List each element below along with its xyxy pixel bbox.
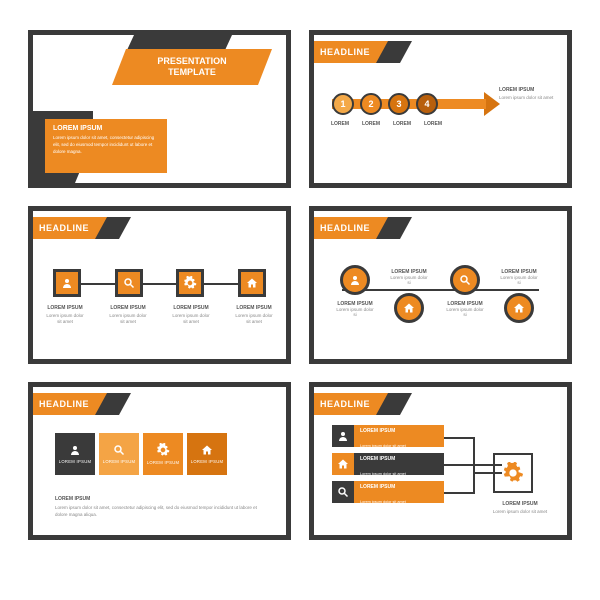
- steps-labels: LOREM LOREM LOREM LOREM: [328, 121, 445, 129]
- square-label: LOREM IPSUMLorem ipsum dolor sit amet: [171, 305, 211, 326]
- home-icon: [246, 277, 258, 289]
- tile-label: LOREM IPSUM: [147, 460, 180, 465]
- timeline-square: [176, 269, 204, 297]
- square-label: LOREM IPSUMLorem ipsum dolor sit amet: [234, 305, 274, 326]
- circle-label: LOREM IPSUMLorem ipsum dolor si: [445, 301, 485, 317]
- icon-tile: LOREM IPSUM: [143, 433, 183, 475]
- info-row: LOREM IPSUMLorem ipsum dolor sit amet: [332, 453, 444, 475]
- slide-icon-tiles: HEADLINE LOREM IPSUMLOREM IPSUMLOREM IPS…: [28, 382, 291, 540]
- step-circle: 2: [360, 93, 382, 115]
- step-circle: 4: [416, 93, 438, 115]
- timeline-circle: [340, 265, 370, 295]
- squares-labels: LOREM IPSUMLorem ipsum dolor sit amet LOR…: [45, 305, 274, 326]
- step-label: LOREM: [390, 121, 414, 129]
- slide-square-timeline: HEADLINE LOREM IPSUMLorem ipsum dolor si…: [28, 206, 291, 364]
- arrow-caption: LOREM IPSUMLorem ipsum dolor sit amet: [499, 87, 555, 101]
- icon-tile: LOREM IPSUM: [187, 433, 227, 475]
- tiles-caption: LOREM IPSUMLorem ipsum dolor sit amet, c…: [55, 487, 264, 519]
- info-bar: LOREM IPSUMLorem ipsum dolor sit amet: [354, 453, 444, 475]
- circles-wrap: LOREM IPSUMLorem ipsum dolor si LOREM IPS…: [332, 255, 549, 335]
- headline-text: HEADLINE: [320, 47, 370, 57]
- search-icon: [123, 277, 135, 289]
- info-row: LOREM IPSUMLorem ipsum dolor sit amet: [332, 425, 444, 447]
- circle-label: LOREM IPSUMLorem ipsum dolor si: [389, 269, 429, 285]
- search-icon: [113, 444, 125, 456]
- user-icon: [332, 425, 354, 447]
- headline-ribbon: HEADLINE: [310, 41, 388, 63]
- gear-caption: LOREM IPSUMLorem ipsum dolor sit amet: [485, 501, 555, 515]
- info-bar: LOREM IPSUMLorem ipsum dolor sit amet: [354, 425, 444, 447]
- info-bar: LOREM IPSUMLorem ipsum dolor sit amet: [354, 481, 444, 503]
- timeline-square: [238, 269, 266, 297]
- headline-text: HEADLINE: [320, 399, 370, 409]
- step-label: LOREM: [359, 121, 383, 129]
- tile-label: LOREM IPSUM: [103, 459, 136, 464]
- gear-icon: [502, 462, 524, 484]
- rows-left: LOREM IPSUMLorem ipsum dolor sit amet LOR…: [332, 425, 444, 503]
- title-line2: TEMPLATE: [168, 67, 216, 77]
- step-circle: 1: [332, 93, 354, 115]
- intro-box-title: LOREM IPSUM: [53, 125, 159, 132]
- search-icon: [459, 274, 471, 286]
- headline-ribbon: HEADLINE: [310, 393, 388, 415]
- gear-box: [493, 453, 533, 493]
- square-label: LOREM IPSUMLorem ipsum dolor sit amet: [108, 305, 148, 326]
- user-icon: [349, 274, 361, 286]
- headline-ribbon: HEADLINE: [29, 217, 107, 239]
- title-ribbon: PRESENTATIONTEMPLATE: [112, 49, 272, 85]
- icon-tile: LOREM IPSUM: [99, 433, 139, 475]
- squares-row: [53, 269, 266, 297]
- icon-tile: LOREM IPSUM: [55, 433, 95, 475]
- home-icon: [332, 453, 354, 475]
- info-row: LOREM IPSUMLorem ipsum dolor sit amet: [332, 481, 444, 503]
- title-line1: PRESENTATION: [157, 56, 226, 66]
- gear-icon: [156, 443, 170, 457]
- home-icon: [201, 444, 213, 456]
- timeline-circle: [504, 293, 534, 323]
- home-icon: [403, 302, 415, 314]
- slide-title: PRESENTATIONTEMPLATE LOREM IPSUM Lorem i…: [28, 30, 291, 188]
- user-icon: [61, 277, 73, 289]
- circle-label: LOREM IPSUMLorem ipsum dolor si: [499, 269, 539, 285]
- gear-icon: [183, 276, 197, 290]
- circle-label: LOREM IPSUMLorem ipsum dolor si: [335, 301, 375, 317]
- intro-box: LOREM IPSUM Lorem ipsum dolor sit amet, …: [45, 119, 167, 173]
- step-label: LOREM: [328, 121, 352, 129]
- headline-ribbon: HEADLINE: [310, 217, 388, 239]
- headline-text: HEADLINE: [320, 223, 370, 233]
- timeline-circle: [394, 293, 424, 323]
- step-label: LOREM: [421, 121, 445, 129]
- tile-label: LOREM IPSUM: [191, 459, 224, 464]
- search-icon: [332, 481, 354, 503]
- tiles-row: LOREM IPSUM LOREM IPSUM LOREM IPSUM LOREM I…: [55, 433, 227, 475]
- steps-row: 1234: [332, 93, 444, 115]
- slide-rows-gear: HEADLINE LOREM IPSUMLorem ipsum dolor si…: [309, 382, 572, 540]
- arrow-head: [484, 92, 500, 116]
- user-icon: [69, 444, 81, 456]
- intro-box-text: Lorem ipsum dolor sit amet, consectetur …: [53, 135, 159, 155]
- slides-grid: PRESENTATIONTEMPLATE LOREM IPSUM Lorem i…: [28, 30, 572, 540]
- tile-label: LOREM IPSUM: [59, 459, 92, 464]
- timeline-square: [115, 269, 143, 297]
- headline-text: HEADLINE: [39, 399, 89, 409]
- slide-circle-timeline: HEADLINE LOREM IPSUMLorem ipsum dolor si…: [309, 206, 572, 364]
- headline-text: HEADLINE: [39, 223, 89, 233]
- headline-ribbon: HEADLINE: [29, 393, 107, 415]
- square-label: LOREM IPSUMLorem ipsum dolor sit amet: [45, 305, 85, 326]
- home-icon: [513, 302, 525, 314]
- timeline-circle: [450, 265, 480, 295]
- step-circle: 3: [388, 93, 410, 115]
- timeline-square: [53, 269, 81, 297]
- slide-arrow-steps: HEADLINE 1234 LOREM LOREM LOREM LOREM LOREM…: [309, 30, 572, 188]
